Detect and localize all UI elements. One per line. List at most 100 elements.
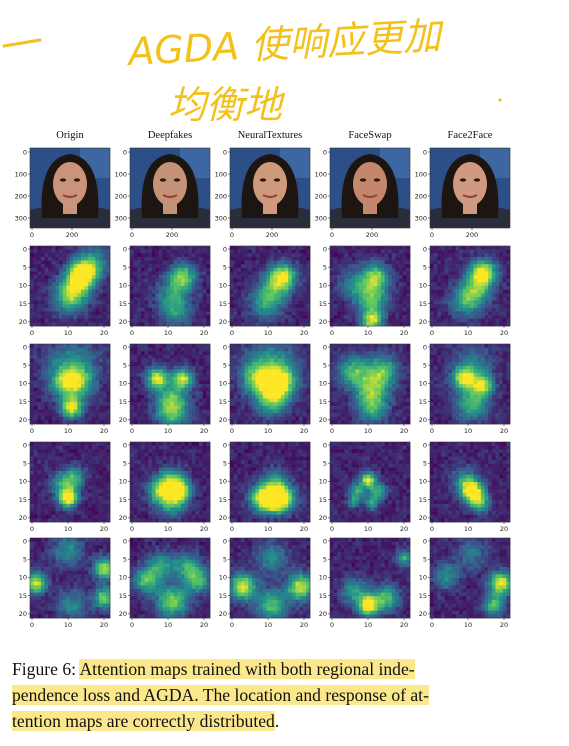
heatmap-cell <box>180 413 185 418</box>
heatmap-cell <box>84 373 89 378</box>
heatmap-cell <box>148 246 153 250</box>
heatmap-cell <box>237 373 242 378</box>
heatmap-cell <box>491 387 496 392</box>
heatmap-cell <box>130 282 134 287</box>
heatmap-cell <box>151 256 156 261</box>
heatmap-cell <box>137 278 142 283</box>
heatmap-cell <box>430 380 434 385</box>
heatmap-cell <box>470 384 474 388</box>
heatmap-cell <box>433 376 438 381</box>
heatmap-cell <box>106 420 111 425</box>
heatmap-cell <box>51 282 56 287</box>
heatmap-cell <box>151 420 156 425</box>
heatmap-cell <box>430 315 434 320</box>
heatmap-cell <box>73 300 78 305</box>
heatmap-cell <box>88 260 93 265</box>
heatmap-cell <box>44 311 49 316</box>
heatmap-cell <box>437 391 442 396</box>
x-tick-label: 0 <box>230 427 234 435</box>
heatmap-cell <box>470 246 474 250</box>
heatmap-cell <box>491 315 496 320</box>
heatmap-cell <box>233 391 238 396</box>
heatmap-cell <box>262 369 267 374</box>
heatmap-cell <box>70 282 74 287</box>
heatmap-cell <box>484 347 489 352</box>
heatmap-cell <box>202 253 207 258</box>
heatmap-cell <box>437 322 442 327</box>
heatmap-cell <box>440 271 445 276</box>
heatmap-cell <box>55 398 60 403</box>
heatmap-cell <box>177 394 182 399</box>
heatmap-cell <box>430 311 434 316</box>
heatmap-cell <box>299 405 304 410</box>
heatmap-cell <box>295 256 300 261</box>
heatmap-cell <box>33 256 38 261</box>
heatmap-cell <box>37 249 42 254</box>
heatmap-cell <box>366 260 371 265</box>
heatmap-cell <box>440 267 445 272</box>
heatmap-cell <box>37 365 42 370</box>
heatmap-cell <box>337 409 342 414</box>
heatmap-cell <box>30 398 34 403</box>
heatmap-cell <box>199 264 204 269</box>
heatmap-cell <box>380 373 385 378</box>
heatmap-cell <box>351 246 356 250</box>
heatmap-cell <box>333 398 338 403</box>
heatmap-cell <box>70 402 74 407</box>
heatmap-cell <box>159 322 164 327</box>
heatmap-cell <box>291 387 296 392</box>
heatmap-cell <box>248 289 253 294</box>
heatmap-cell <box>402 282 407 287</box>
heatmap-cell <box>202 282 207 287</box>
heatmap-cell <box>377 253 382 258</box>
heatmap-cell <box>140 311 145 316</box>
heatmap-cell <box>366 289 371 294</box>
heatmap-cell <box>295 398 300 403</box>
heatmap-cell <box>33 394 38 399</box>
heatmap-cell <box>73 373 78 378</box>
heatmap-cell <box>66 318 71 323</box>
heatmap-cell <box>30 286 34 290</box>
heatmap-cell <box>330 394 334 399</box>
heatmap-cell <box>144 384 149 388</box>
heatmap-cell <box>266 373 271 378</box>
heatmap-cell <box>484 289 489 294</box>
heatmap-cell <box>30 282 34 287</box>
x-tick-label: 20 <box>200 329 208 337</box>
heatmap-cell <box>244 387 249 392</box>
heatmap-cell <box>66 282 71 287</box>
heatmap-cell <box>199 271 204 276</box>
heatmap-cell <box>162 304 167 309</box>
ink-dot-mark <box>498 98 502 102</box>
heatmap-cell <box>366 391 371 396</box>
heatmap-cell <box>377 416 382 421</box>
heatmap-cell <box>366 267 371 272</box>
heatmap-cell <box>166 300 171 305</box>
heatmap-cell <box>402 322 407 327</box>
heatmap-cell <box>377 402 382 407</box>
heatmap-cell <box>248 402 253 407</box>
heatmap-cell <box>173 278 178 283</box>
heatmap-cell <box>166 358 171 363</box>
heatmap-cell <box>395 256 400 261</box>
heatmap-cell <box>173 264 178 269</box>
heatmap-cell <box>430 289 434 294</box>
x-tick-label: 0 <box>30 427 34 435</box>
heatmap-cell <box>337 416 342 421</box>
heatmap-cell <box>455 391 460 396</box>
heatmap-cell <box>133 307 138 312</box>
heatmap-cell <box>366 249 371 254</box>
heatmap-cell <box>333 394 338 399</box>
heatmap-cell <box>48 354 53 359</box>
heatmap-cell <box>277 376 282 381</box>
heatmap-cell <box>206 264 211 269</box>
heatmap-cell <box>270 278 274 283</box>
heatmap-cell <box>430 391 434 396</box>
heatmap-cell <box>77 365 82 370</box>
heatmap-cell <box>270 344 274 348</box>
heatmap-cell <box>88 322 93 327</box>
heatmap-cell <box>362 311 367 316</box>
heatmap-cell <box>151 304 156 309</box>
heatmap-cell <box>488 296 493 301</box>
heatmap-cell <box>473 347 478 352</box>
